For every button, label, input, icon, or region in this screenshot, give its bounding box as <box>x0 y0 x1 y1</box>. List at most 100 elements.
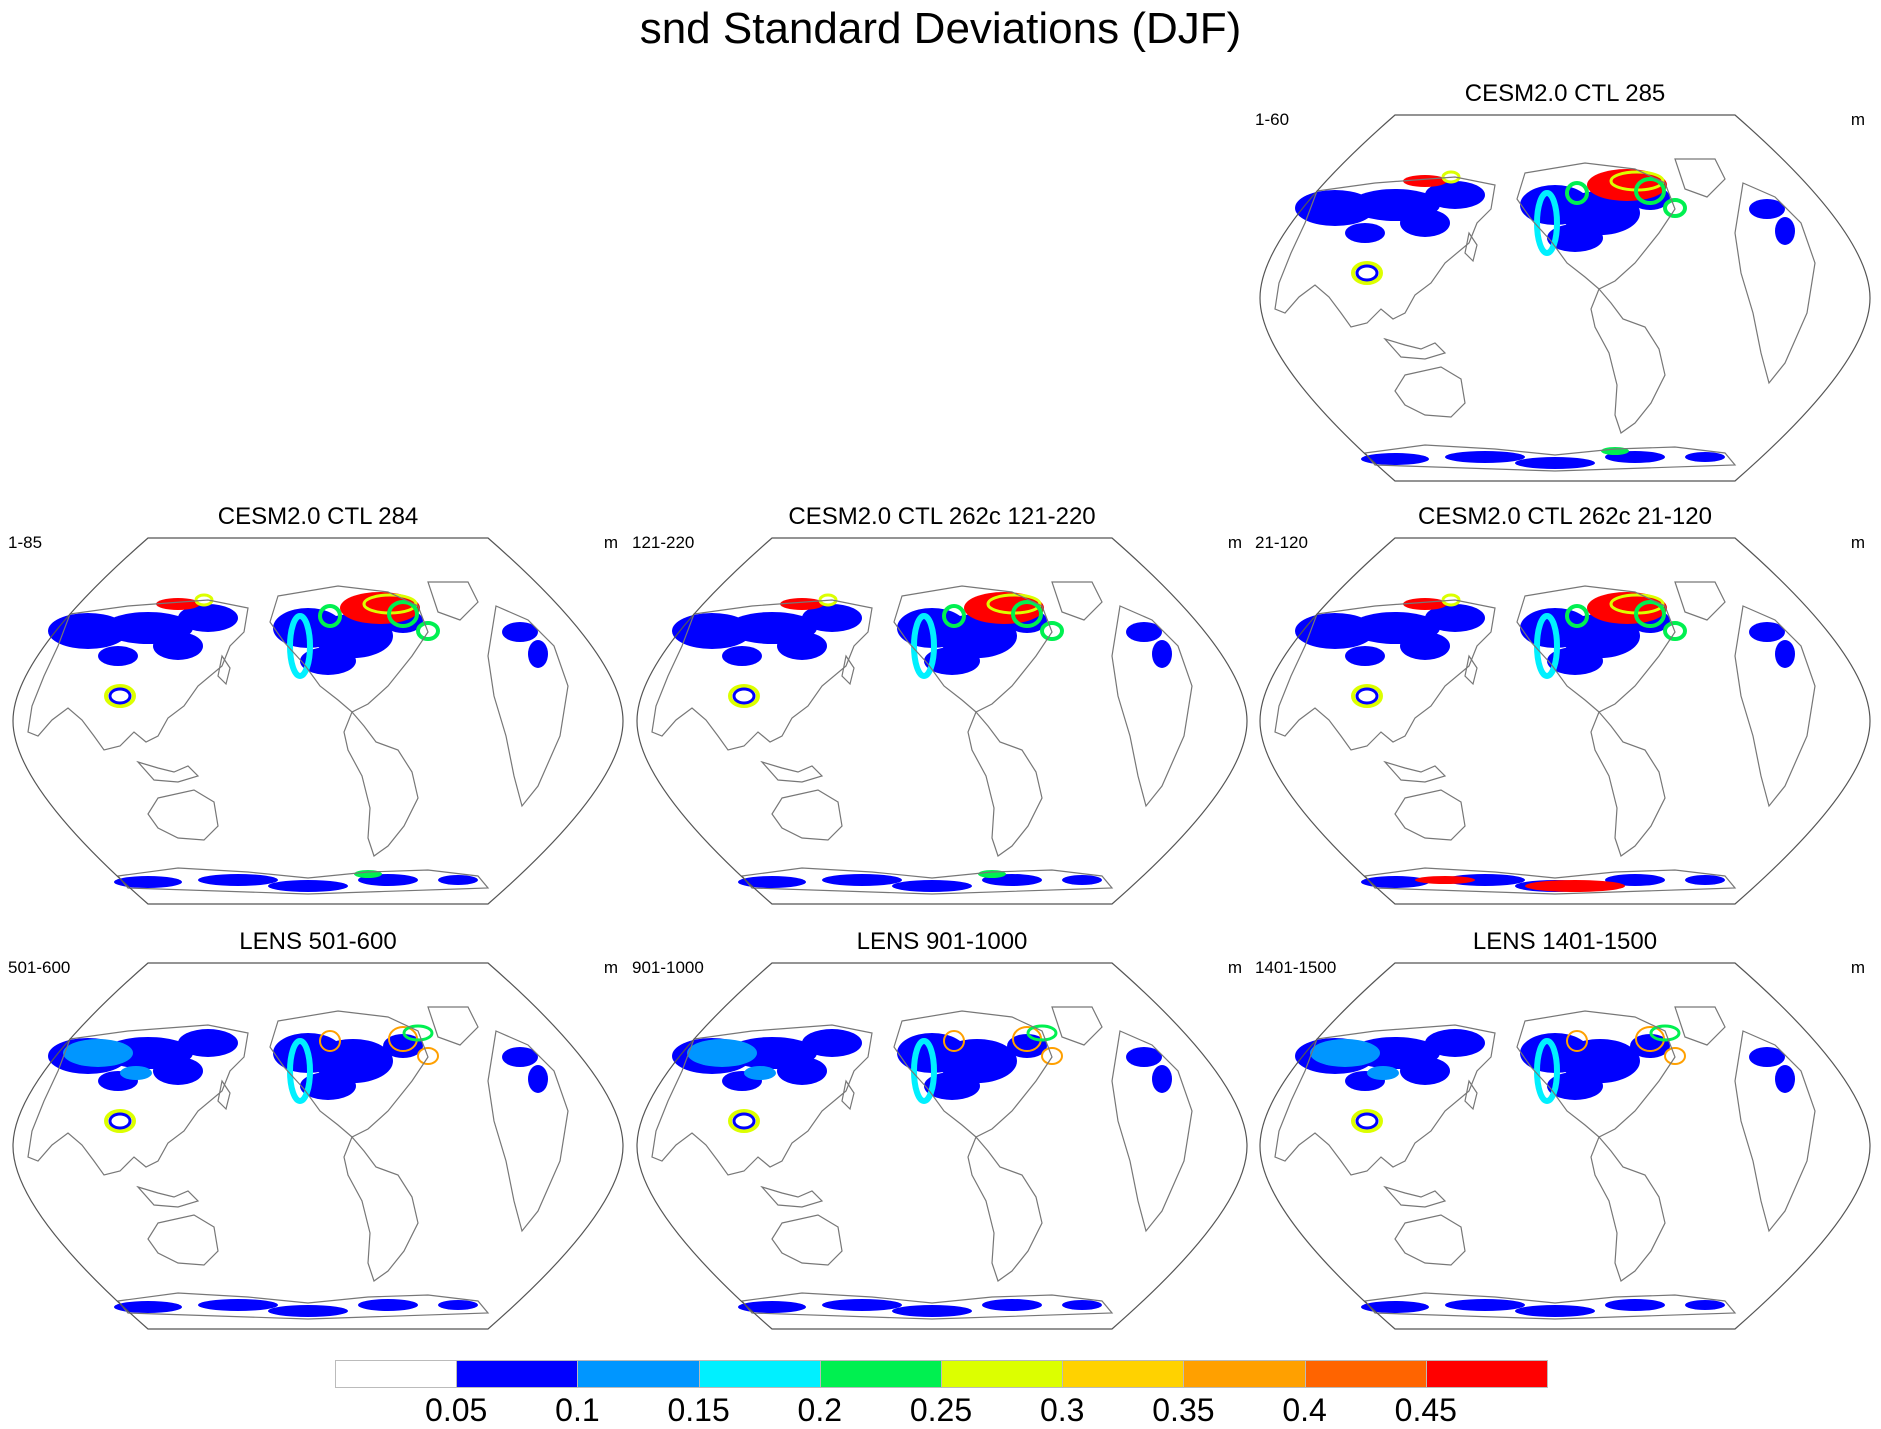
snow-high <box>964 592 1044 624</box>
snow-patch <box>114 1301 182 1313</box>
snow-patch <box>300 647 356 675</box>
map <box>636 962 1248 1330</box>
colorbar-tick-label: 0.1 <box>555 1392 600 1428</box>
panel-left-label: 1-85 <box>8 533 43 552</box>
coastline <box>343 1135 419 1282</box>
coastline <box>1516 585 1676 713</box>
colorbar-tick-label: 0.25 <box>909 1392 973 1428</box>
coastline <box>1734 182 1816 385</box>
coastline <box>1051 1006 1103 1046</box>
map-border <box>636 537 1248 905</box>
coastline <box>1590 1135 1666 1282</box>
panel-units-label: m <box>603 533 618 552</box>
snow-patch <box>1345 223 1385 243</box>
snow-ring <box>818 593 838 607</box>
coastline <box>1516 1010 1676 1138</box>
snow-ring <box>104 1109 136 1133</box>
snow-ring <box>1355 1112 1379 1130</box>
snow-ring <box>1634 177 1666 205</box>
coastline <box>27 599 249 751</box>
coastline <box>269 1010 429 1138</box>
coastline <box>841 654 855 686</box>
snow-patch <box>1685 1300 1725 1310</box>
snow-patch <box>892 1305 972 1317</box>
coastline <box>1363 1292 1737 1320</box>
snow-patch <box>1749 199 1785 219</box>
snow-patch <box>1425 1029 1485 1057</box>
coastline <box>740 1292 1114 1320</box>
map-panel-lens-1401-1500: LENS 1401-1500 1401-1500 m <box>1255 928 1875 1338</box>
snow-ring <box>1649 1024 1681 1042</box>
coastline <box>217 654 231 686</box>
coastline <box>1274 599 1496 751</box>
snow-patch <box>1400 632 1450 660</box>
coastline <box>116 1292 490 1320</box>
snow-patch <box>1547 224 1603 252</box>
snow-patch <box>114 876 182 888</box>
snow-ring <box>104 684 136 708</box>
snow-patch <box>178 1029 238 1057</box>
snow-patch <box>528 1065 548 1093</box>
map-panel-lens-901-1000: LENS 901-1000 901-1000 m <box>632 928 1252 1338</box>
colorbar-swatch <box>1183 1360 1306 1388</box>
snow-ring <box>1351 1109 1383 1133</box>
snow-ring <box>1040 621 1064 641</box>
colorbar-swatch <box>941 1360 1064 1388</box>
snow-patch <box>822 874 902 886</box>
coastline <box>841 1079 855 1111</box>
snow-patch <box>1345 646 1385 666</box>
panel-units-label: m <box>1850 958 1865 977</box>
coastline <box>1111 605 1193 808</box>
coastline <box>1394 366 1466 418</box>
snow-ring <box>1041 1047 1063 1065</box>
snow-ring <box>1355 687 1379 705</box>
snow-patch <box>1547 647 1603 675</box>
snow-patch <box>1400 209 1450 237</box>
colorbar-swatch <box>1062 1360 1185 1388</box>
snow-patch <box>1126 1047 1162 1067</box>
map-layer <box>12 962 624 1330</box>
coastline <box>1674 158 1726 198</box>
snow-patch <box>1400 1057 1450 1085</box>
snow-patch <box>153 632 203 660</box>
snow-patch <box>1152 1065 1172 1093</box>
coastline <box>1464 654 1478 686</box>
coastline <box>1674 581 1726 621</box>
snow-band <box>287 1038 313 1104</box>
map-panel-cesm262c-21-120: CESM2.0 CTL 262c 21-120 21-120 m <box>1255 503 1875 913</box>
panel-title: LENS 901-1000 <box>856 928 1028 955</box>
snow-patch <box>777 632 827 660</box>
snow-patch <box>1126 622 1162 642</box>
snow-patch <box>1425 604 1485 632</box>
snow-patch <box>1361 1301 1429 1313</box>
panel-title: CESM2.0 CTL 262c 121-220 <box>788 503 1096 530</box>
panel-left-label: 501-600 <box>8 958 71 977</box>
snow-patch <box>722 646 762 666</box>
snow-high <box>1587 169 1667 201</box>
map <box>12 537 624 905</box>
snow-high <box>1587 592 1667 624</box>
snow-patch <box>1547 1072 1603 1100</box>
coastline <box>1590 287 1666 434</box>
snow-patch <box>1445 451 1525 463</box>
snow-patch <box>982 1299 1042 1311</box>
coastline <box>1383 1185 1447 1208</box>
snow-patch <box>502 622 538 642</box>
colorbar-tick-label: 0.05 <box>425 1392 488 1428</box>
snow-ring <box>108 1112 132 1130</box>
coastline <box>1394 1214 1466 1266</box>
coastline <box>1274 176 1496 328</box>
coastline <box>136 1185 200 1208</box>
map-border <box>1259 962 1871 1330</box>
map-panel-cesm262c-121-220: CESM2.0 CTL 262c 121-220 121-220 m <box>632 503 1252 913</box>
snow-ring <box>1355 264 1379 282</box>
snow-patch <box>198 1299 278 1311</box>
snow-ring <box>194 593 214 607</box>
coastline <box>343 710 419 857</box>
snow-patch <box>924 1072 980 1100</box>
snow-patch <box>802 1029 862 1057</box>
map-panel-lens-501-600: LENS 501-600 501-600 m <box>8 928 628 1338</box>
coastline <box>1274 1024 1496 1176</box>
coastline <box>147 789 219 841</box>
coastline <box>740 867 1114 895</box>
